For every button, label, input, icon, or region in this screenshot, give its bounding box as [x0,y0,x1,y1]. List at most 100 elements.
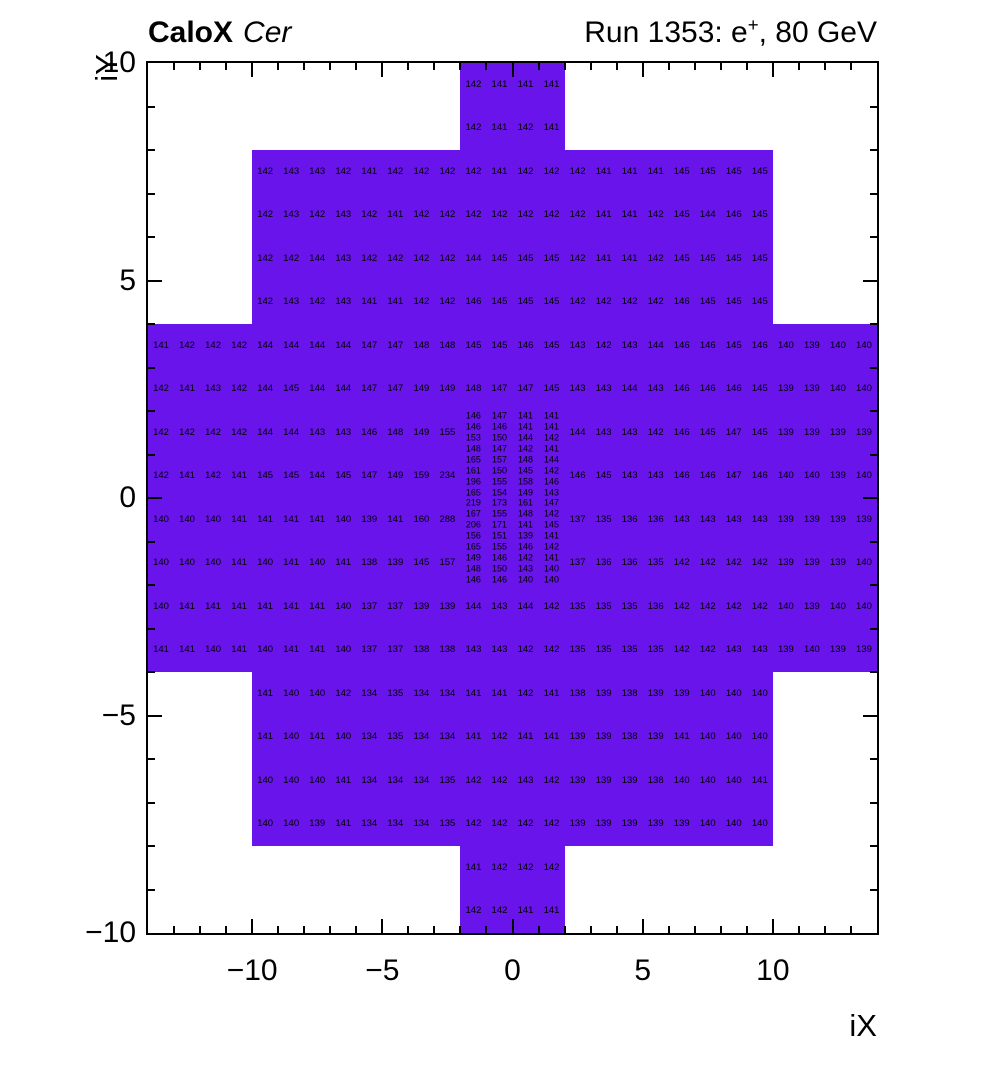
cell-value: 144 [647,339,664,351]
cell-value: 142 [517,687,534,699]
cell-value: 141 [179,644,195,656]
cell-value: 146 [491,574,507,585]
cell-value: 145 [283,470,300,482]
cell-value: 140 [777,600,794,612]
cell-value: 149 [518,487,534,498]
cell-value: 155 [491,541,507,552]
cell-value: 157 [439,557,456,569]
cell-value: 141 [517,731,534,743]
cell-value: 143 [725,644,742,656]
cell-value: 145 [725,165,742,177]
cell-value: 142 [465,122,482,134]
tick-mark [870,801,877,804]
experiment-name: CaloX [148,16,234,49]
cell-value: 135 [595,513,612,525]
cell-value: 146 [673,426,690,438]
cell-value: 139 [647,818,664,830]
cell-value: 142 [543,644,560,656]
tick-mark [329,926,332,933]
cell-value: 139 [830,557,846,569]
cell-value: 141 [335,774,352,786]
cell-value: 143 [465,644,482,656]
y-tick-label: 5 [119,263,136,297]
tick-mark [870,410,877,412]
cell-value: 155 [491,508,507,519]
tick-mark [849,926,852,933]
cell-value: 143 [335,296,352,308]
cell-value: 135 [569,600,586,612]
cell-value: 138 [361,557,378,569]
cell-value: 144 [517,600,534,612]
cell-value: 140 [699,818,716,830]
cell-value: 145 [699,426,716,438]
cell-value: 145 [543,339,560,351]
tick-mark [148,540,155,543]
cell-value: 140 [205,557,222,569]
cell-value: 143 [283,296,300,308]
cell-value: 141 [544,530,560,541]
cell-value: 142 [517,165,534,177]
cell-value: 140 [673,774,690,786]
cell-value: 139 [856,513,872,525]
cell-value: 141 [673,731,690,743]
cell-value: 146 [751,339,768,351]
cell-value: 143 [283,165,300,177]
cell-value: 141 [544,410,560,421]
cell-value: 146 [465,574,481,585]
x-tick-label: −5 [365,954,400,987]
tick-mark [148,888,155,891]
cell-value: 141 [283,644,300,656]
cell-value: 154 [491,487,507,498]
cell-value: 134 [361,774,378,786]
tick-mark [870,627,877,630]
cell-value: 149 [413,383,430,395]
cell-value: 142 [517,861,534,873]
cell-value: 142 [231,339,248,351]
cell-value: 134 [361,687,378,699]
cell-value: 141 [205,600,222,612]
cell-value: 140 [179,513,195,525]
cell-value: 150 [491,465,507,476]
cell-value: 135 [595,644,612,656]
cell-value: 138 [647,774,664,786]
cell-value: 141 [517,905,534,917]
cell-value: 139 [803,600,820,612]
cell-value: 150 [491,563,507,574]
cell-value: 147 [725,470,742,482]
cell-value: 139 [777,557,794,569]
cell-value: 136 [647,600,664,612]
cell-value: 142 [205,339,222,351]
cell-value: 142 [725,600,742,612]
tick-mark [823,63,826,70]
cell-value: 141 [387,513,404,525]
tick-mark [173,926,176,933]
cell-value: 140 [283,731,300,743]
cell-value: 140 [699,731,716,743]
cell-value: 148 [387,426,404,438]
cell-value: 141 [231,600,248,612]
cell-value: 142 [543,818,560,830]
cell-value: 143 [647,383,664,395]
cell-value: 143 [647,470,664,482]
cell-value: 139 [803,383,820,395]
x-tick-label: 5 [634,954,652,987]
cell-value: 165 [465,454,481,465]
cell-value: 151 [491,530,507,541]
cell-value: 135 [387,687,404,699]
cell-value: 145 [699,252,716,264]
cell-value: 145 [751,165,768,177]
cell-value: 140 [309,687,326,699]
cell-value: 141 [179,383,195,395]
cell-value: 142 [231,383,248,395]
tick-mark [433,926,436,933]
tick-mark [199,63,202,70]
cell-value: 138 [621,731,638,743]
cell-value: 147 [491,410,507,421]
tick-mark [823,926,826,933]
cell-value: 141 [543,78,560,90]
cell-value: 146 [544,476,560,487]
cell-value: 141 [387,296,404,308]
cell-value: 135 [647,557,664,569]
cell-value: 147 [517,383,534,395]
cell-value: 142 [179,339,195,351]
